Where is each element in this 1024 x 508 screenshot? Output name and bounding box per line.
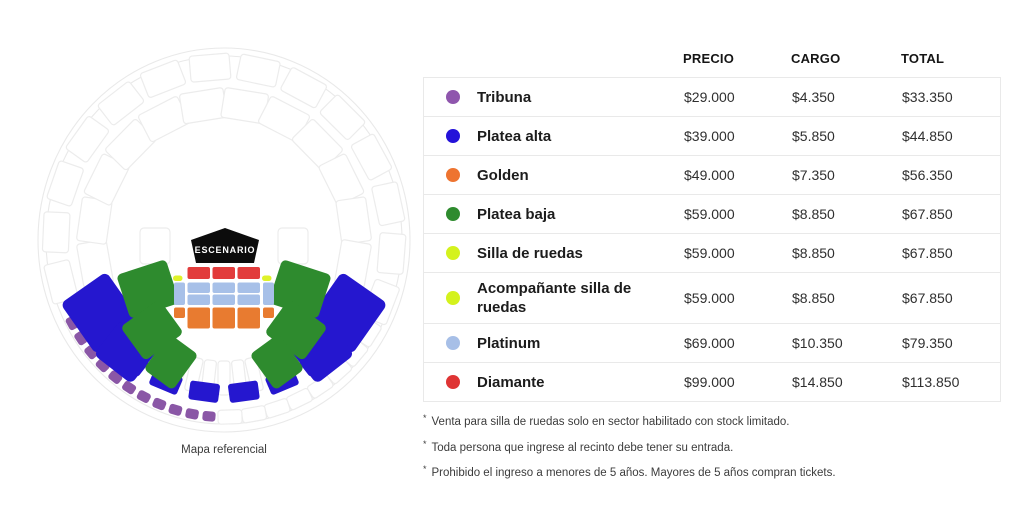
stage: ESCENARIO [191,228,259,263]
stage-label: ESCENARIO [195,245,256,255]
diamante-color-dot [446,375,460,389]
table-row-silla-de-ruedas: Silla de ruedas $59.000 $8.850 $67.850 [424,233,1000,272]
row-total: $67.850 [902,245,953,261]
table-row-platea-alta: Platea alta $39.000 $5.850 $44.850 [424,116,1000,155]
golden-color-dot [446,168,460,182]
unavailable-stage-flanks [139,227,309,265]
header-precio: PRECIO [683,51,735,66]
row-cargo: $14.850 [792,374,843,390]
acompanante-color-dot [446,291,460,305]
row-precio: $29.000 [684,89,735,105]
row-total: $67.850 [902,290,953,306]
price-table: PRECIO CARGO TOTAL Tribuna $29.000 $4.35… [423,40,1001,402]
table-row-tribuna: Tribuna $29.000 $4.350 $33.350 [424,78,1000,116]
row-precio: $49.000 [684,167,735,183]
footnote: * Toda persona que ingrese al recinto deb… [423,438,734,454]
platea-baja-color-dot [446,207,460,221]
table-row-diamante: Diamante $99.000 $14.850 $113.850 [424,362,1000,401]
asterisk: * [423,438,427,449]
row-total: $56.350 [902,167,953,183]
platinum-color-dot [446,336,460,350]
header-total: TOTAL [901,51,945,66]
row-label: Platea alta [477,127,552,145]
silla-de-ruedas-color-dot [446,246,460,260]
silla-de-ruedas-markers [173,275,272,281]
row-precio: $39.000 [684,128,735,144]
golden-sections [174,307,274,329]
table-body: Tribuna $29.000 $4.350 $33.350 Platea al… [423,77,1001,402]
row-cargo: $10.350 [792,335,843,351]
platea-alta-color-dot [446,129,460,143]
map-caption: Mapa referencial [181,444,267,456]
row-label: Tribuna [477,88,532,106]
row-precio: $59.000 [684,206,735,222]
row-total: $44.850 [902,128,953,144]
unavailable-sections-outer-tier [41,52,407,326]
platea-alta-wedges [62,273,386,382]
footnote: * Prohibido el ingreso a menores de 5 año… [423,464,836,479]
row-total: $67.850 [902,206,953,222]
row-label: Silla de ruedas [477,244,583,262]
row-label: Golden [477,166,529,184]
table-row-platinum: Platinum $69.000 $10.350 $79.350 [424,323,1000,362]
asterisk: * [423,413,427,423]
row-cargo: $4.350 [792,89,835,105]
row-cargo: $8.850 [792,290,835,306]
row-total: $33.350 [902,89,953,105]
diamante-sections [187,267,260,279]
row-cargo: $7.350 [792,167,835,183]
table-row-golden: Golden $49.000 $7.350 $56.350 [424,155,1000,194]
row-label: Diamante [477,373,545,391]
row-cargo: $8.850 [792,206,835,222]
row-cargo: $5.850 [792,128,835,144]
platinum-sections [174,282,274,305]
unavailable-sections-inner-tier [76,87,372,288]
footnotes: * Venta para silla de ruedas solo en sect… [423,412,1013,489]
row-label: Acompañante silla de ruedas [477,280,632,316]
row-total: $79.350 [902,335,953,351]
row-precio: $59.000 [684,290,735,306]
row-precio: $99.000 [684,374,735,390]
row-cargo: $8.850 [792,245,835,261]
table-row-platea-baja: Platea baja $59.000 $8.850 $67.850 [424,194,1000,233]
row-total: $113.850 [902,374,960,390]
footnote: * Venta para silla de ruedas solo en sect… [423,413,790,428]
table-header-row: PRECIO CARGO TOTAL [423,40,1001,77]
row-precio: $69.000 [684,335,735,351]
row-precio: $59.000 [684,245,735,261]
row-label: Platea baja [477,205,556,223]
tribuna-color-dot [446,90,460,104]
row-label: Platinum [477,334,541,352]
header-cargo: CARGO [791,51,841,66]
table-row-acompanante-silla-de-ruedas: Acompañante silla de ruedas $59.000 $8.8… [424,272,1000,323]
asterisk: * [423,464,427,474]
platea-baja-sections [117,260,331,389]
